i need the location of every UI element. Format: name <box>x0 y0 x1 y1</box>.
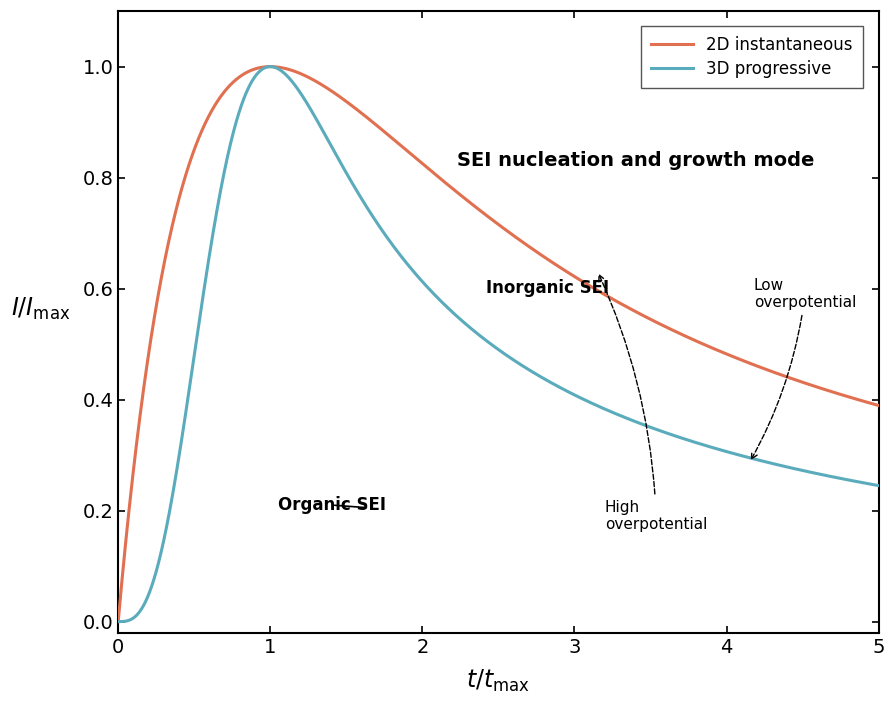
2D instantaneous <box>265 62 276 70</box>
2D instantaneous <box>607 295 618 303</box>
Text: Inorganic SEI: Inorganic SEI <box>487 278 609 297</box>
2D instantaneous <box>569 272 580 281</box>
2D instantaneous <box>874 401 884 410</box>
3D progressive <box>607 408 618 417</box>
Text: Organic SEI: Organic SEI <box>278 496 386 514</box>
3D progressive <box>738 452 749 460</box>
3D progressive <box>569 391 580 399</box>
2D instantaneous <box>113 618 124 626</box>
3D progressive <box>113 618 124 626</box>
Legend: 2D instantaneous, 3D progressive: 2D instantaneous, 3D progressive <box>642 25 863 88</box>
2D instantaneous <box>251 64 262 73</box>
3D progressive <box>403 262 414 270</box>
2D instantaneous <box>680 332 691 341</box>
2D instantaneous <box>403 148 414 157</box>
3D progressive <box>251 70 262 79</box>
Line: 2D instantaneous: 2D instantaneous <box>118 66 879 622</box>
Text: High
overpotential: High overpotential <box>599 275 707 532</box>
Text: SEI nucleation and growth mode: SEI nucleation and growth mode <box>457 151 814 170</box>
3D progressive <box>874 482 884 490</box>
Text: Low
overpotential: Low overpotential <box>752 278 857 459</box>
X-axis label: $t/t_{\mathrm{max}}$: $t/t_{\mathrm{max}}$ <box>467 668 530 694</box>
Y-axis label: $I/I_{\mathrm{max}}$: $I/I_{\mathrm{max}}$ <box>11 295 71 322</box>
Line: 3D progressive: 3D progressive <box>118 66 879 622</box>
3D progressive <box>265 62 276 70</box>
3D progressive <box>680 435 691 443</box>
2D instantaneous <box>738 357 749 365</box>
